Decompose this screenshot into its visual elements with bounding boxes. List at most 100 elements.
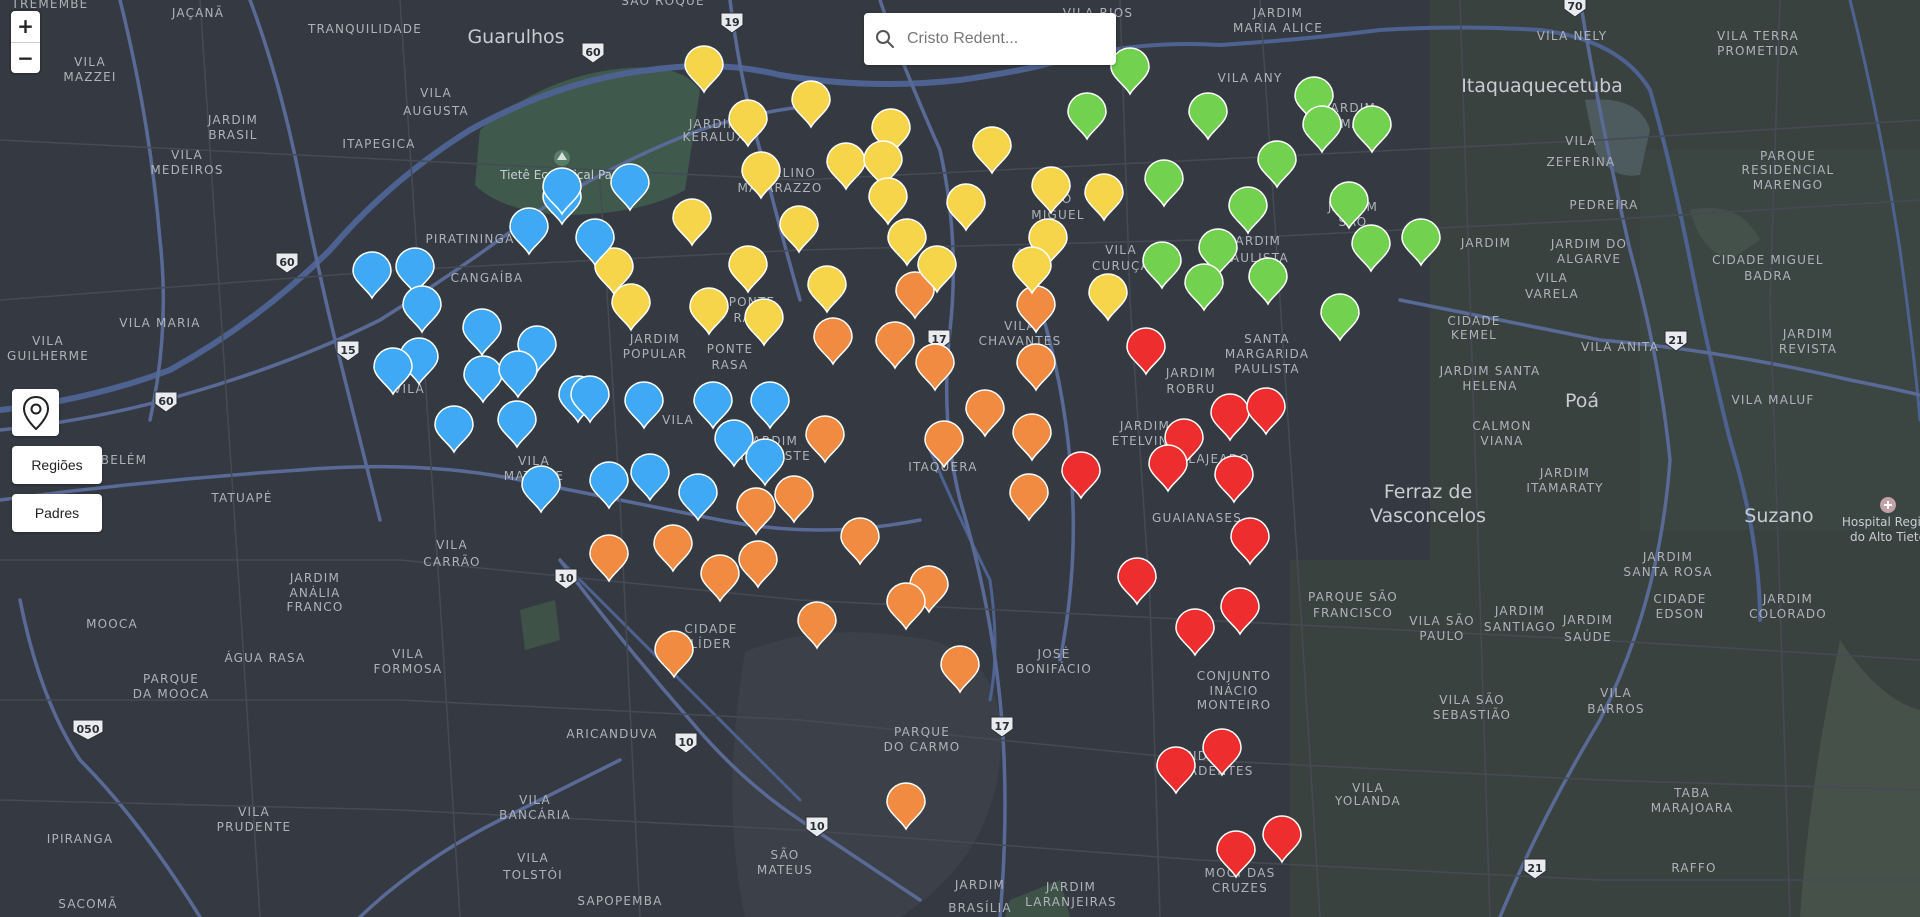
orange-marker[interactable] — [805, 415, 845, 464]
orange-marker[interactable] — [653, 524, 693, 573]
orange-marker[interactable] — [965, 389, 1005, 438]
yellow-marker[interactable] — [826, 142, 866, 191]
orange-marker[interactable] — [654, 630, 694, 679]
blue-marker[interactable] — [610, 163, 650, 212]
green-marker[interactable] — [1110, 47, 1150, 96]
orange-marker[interactable] — [840, 517, 880, 566]
green-marker[interactable] — [1188, 92, 1228, 141]
blue-marker[interactable] — [402, 285, 442, 334]
blue-marker[interactable] — [497, 400, 537, 449]
yellow-marker[interactable] — [728, 99, 768, 148]
yellow-marker[interactable] — [744, 298, 784, 347]
yellow-marker[interactable] — [741, 151, 781, 200]
orange-marker[interactable] — [924, 420, 964, 469]
red-marker[interactable] — [1126, 327, 1166, 376]
green-marker[interactable] — [1144, 159, 1184, 208]
orange-marker[interactable] — [797, 601, 837, 650]
orange-marker[interactable] — [589, 534, 629, 583]
yellow-marker[interactable] — [611, 283, 651, 332]
yellow-marker[interactable] — [689, 287, 729, 336]
yellow-marker[interactable] — [672, 198, 712, 247]
orange-marker[interactable] — [1012, 413, 1052, 462]
blue-marker[interactable] — [462, 308, 502, 357]
red-marker[interactable] — [1246, 387, 1286, 436]
green-marker[interactable] — [1142, 241, 1182, 290]
blue-marker[interactable] — [570, 375, 610, 424]
yellow-marker[interactable] — [972, 126, 1012, 175]
yellow-marker[interactable] — [684, 45, 724, 94]
green-marker[interactable] — [1302, 105, 1342, 154]
yellow-marker[interactable] — [594, 247, 634, 296]
yellow-marker[interactable] — [863, 140, 903, 189]
blue-marker[interactable] — [542, 167, 582, 216]
red-marker[interactable] — [1156, 746, 1196, 795]
yellow-marker[interactable] — [887, 218, 927, 267]
blue-marker[interactable] — [498, 350, 538, 399]
regions-button[interactable]: Regiões — [12, 446, 102, 484]
orange-marker[interactable] — [736, 487, 776, 536]
search-input[interactable] — [905, 29, 1109, 49]
padres-button[interactable]: Padres — [12, 494, 102, 532]
blue-marker[interactable] — [750, 381, 790, 430]
blue-marker[interactable] — [521, 465, 561, 514]
zoom-out-button[interactable]: − — [11, 42, 40, 73]
red-marker[interactable] — [1202, 728, 1242, 777]
blue-marker[interactable] — [509, 207, 549, 256]
blue-marker[interactable] — [373, 347, 413, 396]
yellow-marker[interactable] — [1088, 273, 1128, 322]
orange-marker[interactable] — [875, 321, 915, 370]
yellow-marker[interactable] — [1012, 246, 1052, 295]
orange-marker[interactable] — [1016, 343, 1056, 392]
red-marker[interactable] — [1061, 451, 1101, 500]
orange-marker[interactable] — [700, 554, 740, 603]
map-markers[interactable] — [352, 45, 1441, 879]
blue-marker[interactable] — [434, 405, 474, 454]
yellow-marker[interactable] — [779, 205, 819, 254]
orange-marker[interactable] — [915, 343, 955, 392]
yellow-marker[interactable] — [791, 80, 831, 129]
red-marker[interactable] — [1220, 587, 1260, 636]
blue-marker[interactable] — [575, 218, 615, 267]
green-marker[interactable] — [1067, 92, 1107, 141]
green-marker[interactable] — [1257, 140, 1297, 189]
green-marker[interactable] — [1320, 293, 1360, 342]
blue-marker[interactable] — [678, 473, 718, 522]
yellow-marker[interactable] — [807, 265, 847, 314]
green-marker[interactable] — [1228, 186, 1268, 235]
orange-marker[interactable] — [738, 540, 778, 589]
green-marker[interactable] — [1248, 257, 1288, 306]
yellow-marker[interactable] — [917, 245, 957, 294]
blue-marker[interactable] — [395, 247, 435, 296]
blue-marker[interactable] — [589, 461, 629, 510]
red-marker[interactable] — [1214, 455, 1254, 504]
yellow-marker[interactable] — [1084, 173, 1124, 222]
blue-marker[interactable] — [630, 453, 670, 502]
red-marker[interactable] — [1148, 444, 1188, 493]
red-marker[interactable] — [1262, 815, 1302, 864]
red-marker[interactable] — [1117, 557, 1157, 606]
red-marker[interactable] — [1230, 517, 1270, 566]
orange-marker[interactable] — [813, 317, 853, 366]
zoom-in-button[interactable]: + — [11, 11, 40, 42]
orange-marker[interactable] — [886, 582, 926, 631]
green-marker[interactable] — [1352, 105, 1392, 154]
orange-marker[interactable] — [940, 645, 980, 694]
red-marker[interactable] — [1210, 393, 1250, 442]
orange-marker[interactable] — [895, 271, 935, 320]
orange-marker[interactable] — [774, 475, 814, 524]
blue-marker[interactable] — [693, 381, 733, 430]
yellow-marker[interactable] — [946, 183, 986, 232]
orange-marker[interactable] — [886, 782, 926, 831]
green-marker[interactable] — [1184, 263, 1224, 312]
blue-marker[interactable] — [463, 355, 503, 404]
blue-marker[interactable] — [745, 438, 785, 487]
green-marker[interactable] — [1401, 218, 1441, 267]
location-button[interactable] — [12, 389, 59, 436]
blue-marker[interactable] — [624, 381, 664, 430]
yellow-marker[interactable] — [1031, 166, 1071, 215]
green-marker[interactable] — [1198, 228, 1238, 277]
yellow-marker[interactable] — [868, 177, 908, 226]
orange-marker[interactable] — [1009, 473, 1049, 522]
red-marker[interactable] — [1175, 608, 1215, 657]
